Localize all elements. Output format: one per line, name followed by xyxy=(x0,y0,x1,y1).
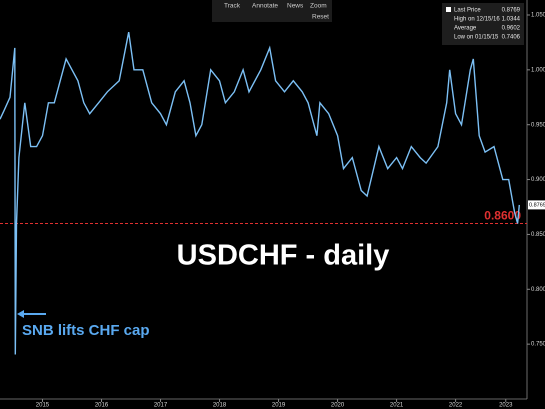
legend-swatch xyxy=(446,7,451,12)
legend-label: Average xyxy=(454,26,477,32)
legend-label: High on 12/15/16 xyxy=(454,17,500,23)
reference-label: 0.8600 xyxy=(484,209,521,223)
annotation: SNB lifts CHF cap xyxy=(22,322,150,339)
toolbar-reset[interactable]: Reset xyxy=(312,14,329,21)
last-price-label: 0.8769 xyxy=(529,202,545,208)
legend-bg xyxy=(442,3,524,45)
toolbar-annotate[interactable]: Annotate xyxy=(252,3,278,10)
x-tick-label: 2017 xyxy=(154,403,168,409)
y-tick-label: 0.9500 xyxy=(531,122,545,128)
legend-value: 0.7406 xyxy=(502,35,521,41)
x-tick-label: 2021 xyxy=(390,403,404,409)
x-tick-label: 2018 xyxy=(213,403,227,409)
x-tick-label: 2019 xyxy=(272,403,286,409)
legend-label: Low on 01/15/15 xyxy=(454,35,499,41)
legend-value: 1.0344 xyxy=(502,17,521,23)
legend-value: 0.8769 xyxy=(502,8,521,14)
toolbar-bg xyxy=(212,0,332,22)
toolbar-zoom[interactable]: Zoom xyxy=(310,3,327,10)
y-tick-label: 1.0000 xyxy=(531,67,545,73)
x-tick-label: 2020 xyxy=(331,403,345,409)
x-tick-label: 2022 xyxy=(449,403,463,409)
legend-value: 0.9602 xyxy=(502,26,521,32)
last-price-box xyxy=(528,200,545,210)
toolbar-track[interactable]: Track xyxy=(224,3,241,10)
price-line xyxy=(0,31,520,355)
x-tick-label: 2015 xyxy=(36,403,50,409)
chart-title: USDCHF - daily xyxy=(177,240,390,272)
toolbar-news[interactable]: News xyxy=(287,3,304,10)
toolbar: Track Annotate News Zoom Reset xyxy=(212,0,332,22)
legend-box: Last Price 0.8769 High on 12/15/16 1.034… xyxy=(442,3,524,45)
x-tick-label: 2016 xyxy=(95,403,109,409)
annotation-arrowhead xyxy=(17,310,24,318)
legend-label: Last Price xyxy=(454,8,481,14)
x-tick-label: 2023 xyxy=(499,403,513,409)
y-tick-label: 1.0500 xyxy=(531,13,545,19)
